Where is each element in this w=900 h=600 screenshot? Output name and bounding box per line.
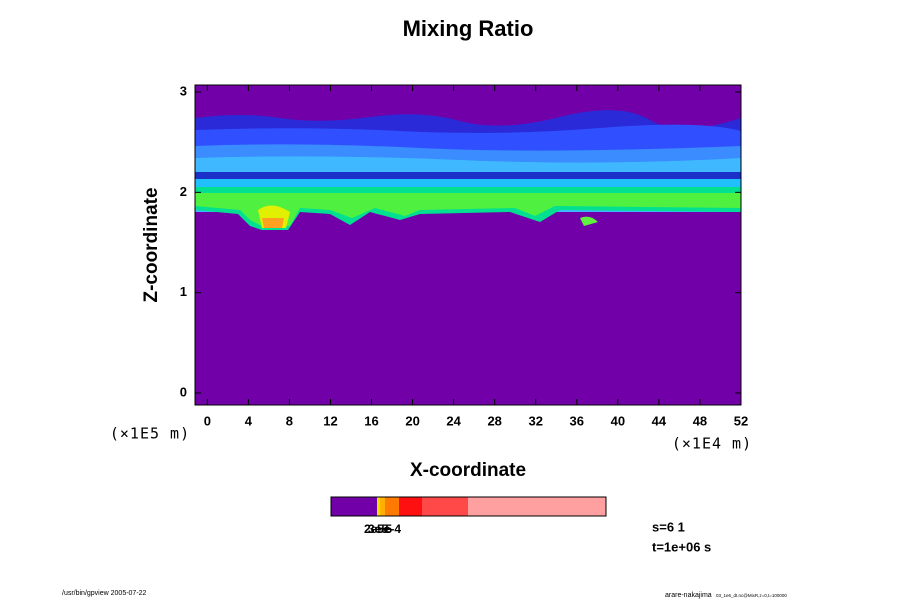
colorbar-label: 3e-5	[368, 522, 392, 536]
y-tick-label: 1	[180, 284, 187, 299]
colorbar	[330, 496, 607, 517]
x-tick-label: 40	[611, 413, 625, 428]
y-tick-label: 2	[180, 184, 187, 199]
y-tick-label: 0	[180, 384, 187, 399]
x-tick-label: 8	[286, 413, 293, 428]
x-tick-label: 0	[204, 413, 211, 428]
contour-field	[195, 85, 741, 405]
plot-frame	[194, 84, 742, 406]
x-tick-label: 32	[529, 413, 543, 428]
x-tick-label: 52	[734, 413, 748, 428]
info-text: t=1e+06 s	[652, 539, 711, 554]
footer-left: /usr/bin/gpview 2005-07-22	[62, 590, 147, 597]
x-tick-label: 48	[693, 413, 707, 428]
y-tick-label: 3	[180, 83, 187, 98]
info-text: s=6 1	[652, 519, 685, 534]
colorbar-label: 2e-5	[364, 522, 388, 536]
x-tick-label: 44	[652, 413, 667, 428]
x-tick-label: 16	[364, 413, 378, 428]
footer-right: arare-nakajima	[665, 592, 712, 599]
x-tick-label: 36	[570, 413, 584, 428]
x-tick-label: 12	[323, 413, 337, 428]
y-unit: (×1E5 m)	[110, 425, 190, 443]
colorbar-label: 5e-4	[377, 522, 401, 536]
chart-title: Mixing Ratio	[403, 16, 534, 41]
x-tick-label: 28	[487, 413, 501, 428]
x-unit: (×1E4 m)	[672, 435, 752, 453]
x-tick-label: 4	[245, 413, 253, 428]
x-axis-label: X-coordinate	[410, 460, 526, 481]
footer-right-sub: 03_1e6_dt.nc@MixR,z=0,t=100000	[716, 593, 787, 598]
x-tick-label: 24	[446, 413, 461, 428]
x-tick-label: 20	[405, 413, 419, 428]
colorbar-labels: 2e-53e-55e-4	[364, 522, 401, 536]
y-axis-label: Z-coordinate	[141, 187, 162, 302]
